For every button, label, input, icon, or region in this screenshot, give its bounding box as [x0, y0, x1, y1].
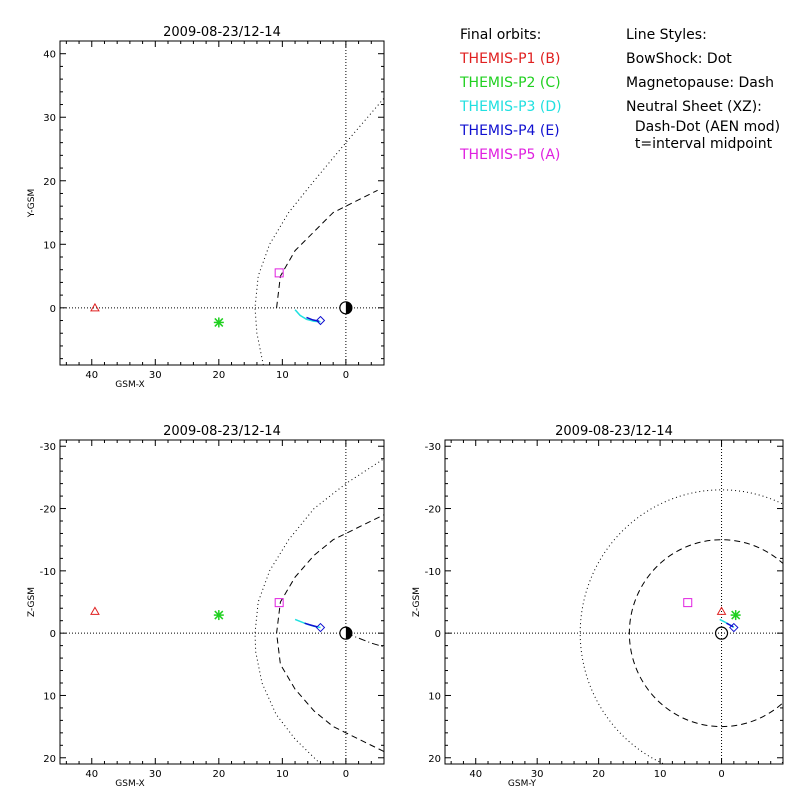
chart-title: 2009-08-23/12-14: [163, 424, 281, 439]
y-tick-label: -10: [40, 567, 56, 578]
plot-area: [60, 440, 384, 764]
line-styles-legend: Line Styles: BowShock: Dot Magnetopause:…: [626, 23, 780, 153]
y-tick-label: 20: [428, 754, 441, 765]
x-tick-label: 20: [592, 769, 605, 780]
x-tick-label: 0: [343, 769, 349, 780]
x-tick-label: 10: [276, 370, 289, 381]
orbits-legend-title: Final orbits:: [460, 27, 542, 43]
y-tick-label: -20: [425, 505, 441, 516]
marker-themis-p5-a: [274, 598, 284, 608]
chart-panel-1: 2009-08-23/12-14 40 30 20 10 0 0 10 20 30 40 GSM-X Y…: [27, 25, 385, 390]
y-tick-label: -10: [425, 567, 441, 578]
y-tick-label: 0: [50, 629, 56, 640]
chart-panel-3: 2009-08-23/12-14 40 30 20 10 0 20 10 0 -10 -20 -30 G…: [412, 424, 784, 789]
x-tick-label: 0: [718, 769, 724, 780]
marker-themis-p5-a: [683, 598, 693, 608]
y-axis-label: Y-GSM: [27, 189, 37, 218]
curve-magnetopause: [276, 189, 378, 308]
x-tick-label: 30: [149, 370, 162, 381]
y-tick-label: -30: [425, 442, 441, 453]
y-axis-label: Z-GSM: [412, 587, 422, 617]
plot-frame: [59, 439, 385, 765]
y-tick-label: 20: [43, 754, 56, 765]
legend-probe-p4: THEMIS-P4 (E): [460, 123, 560, 139]
legend-probe-p1: THEMIS-P1 (B): [460, 51, 561, 67]
legend-probe-p2: THEMIS-P2 (C): [460, 75, 561, 91]
earth-marker: [714, 626, 729, 640]
asterisk-stroke: [214, 610, 224, 620]
marker-themis-p2-c: [213, 610, 224, 621]
x-tick-label: 20: [212, 769, 225, 780]
earth-night-side: [345, 301, 352, 314]
orbit-track: [304, 622, 318, 628]
y-tick-label: -20: [40, 505, 56, 516]
y-tick-label: 20: [43, 177, 56, 188]
line-styles-title: Line Styles:: [626, 27, 707, 43]
plot-area: [445, 440, 783, 764]
x-tick-label: 0: [343, 370, 349, 381]
x-tick-label: 10: [654, 769, 667, 780]
plot-area: [60, 41, 384, 365]
x-tick-label: 10: [276, 769, 289, 780]
y-axis-label: Z-GSM: [27, 587, 37, 617]
legend-probe-p3: THEMIS-P3 (D): [460, 99, 562, 115]
legend-probe-p5: THEMIS-P5 (A): [460, 147, 561, 163]
x-tick-label: 30: [531, 769, 544, 780]
x-tick-label: 30: [149, 769, 162, 780]
marker-themis-p2-c: [213, 317, 224, 328]
curve-magnetopause: [276, 514, 384, 752]
bowshock-style-label: BowShock: Dot: [626, 51, 732, 67]
plot-frame: [444, 439, 784, 765]
earth-night-side: [345, 627, 352, 640]
marker-themis-p1-b: [90, 606, 100, 615]
x-tick-label: 40: [85, 370, 98, 381]
x-axis-label: GSM-Y: [508, 779, 537, 789]
circle-magnetopause: [628, 539, 783, 728]
y-tick-label: 10: [43, 240, 56, 251]
x-tick-label: 40: [469, 769, 482, 780]
curve-bowshock: [254, 97, 384, 365]
asterisk-stroke: [731, 610, 741, 620]
chart-title: 2009-08-23/12-14: [555, 424, 673, 439]
marker-themis-p5-a: [274, 268, 284, 278]
y-tick-label: 30: [43, 113, 56, 124]
y-tick-label: 40: [43, 50, 56, 61]
y-tick-label: 10: [428, 691, 441, 702]
x-axis-label: GSM-X: [115, 779, 144, 789]
marker-themis-p4-e: [315, 622, 326, 633]
chart-panel-2: 2009-08-23/12-14 40 30 20 10 0 20 10 0 -10 -20 -30 G…: [27, 424, 385, 789]
curve-bowshock: [254, 458, 384, 764]
x-axis-label: GSM-X: [115, 380, 144, 390]
chart-title: 2009-08-23/12-14: [163, 25, 281, 40]
x-tick-label: 40: [85, 769, 98, 780]
orbits-legend: Final orbits: THEMIS-P1 (B) THEMIS-P2 (C…: [460, 23, 562, 167]
marker-themis-p4-e: [315, 315, 326, 326]
plot-frame: [59, 40, 385, 366]
orbit-track: [294, 309, 321, 323]
asterisk-stroke: [214, 317, 224, 327]
y-tick-label: 0: [435, 629, 441, 640]
neutral-sheet-style-detail: Dash-Dot (AEN mod): [626, 119, 781, 135]
y-tick-label: -30: [40, 442, 56, 453]
orbit-track: [726, 622, 734, 628]
x-tick-label: 20: [212, 370, 225, 381]
magnetopause-style-label: Magnetopause: Dash: [626, 75, 775, 91]
neutral-sheet-time-note: t=interval midpoint: [626, 136, 773, 152]
marker-themis-p2-c: [730, 610, 741, 621]
marker-themis-p4-e: [729, 622, 739, 633]
curve-neutral-sheet: [345, 632, 384, 648]
y-tick-label: 10: [43, 691, 56, 702]
neutral-sheet-style-label: Neutral Sheet (XZ):: [626, 99, 762, 115]
y-tick-label: 0: [50, 304, 56, 315]
marker-themis-p1-b: [90, 302, 100, 312]
marker-themis-p1-b: [716, 606, 727, 615]
